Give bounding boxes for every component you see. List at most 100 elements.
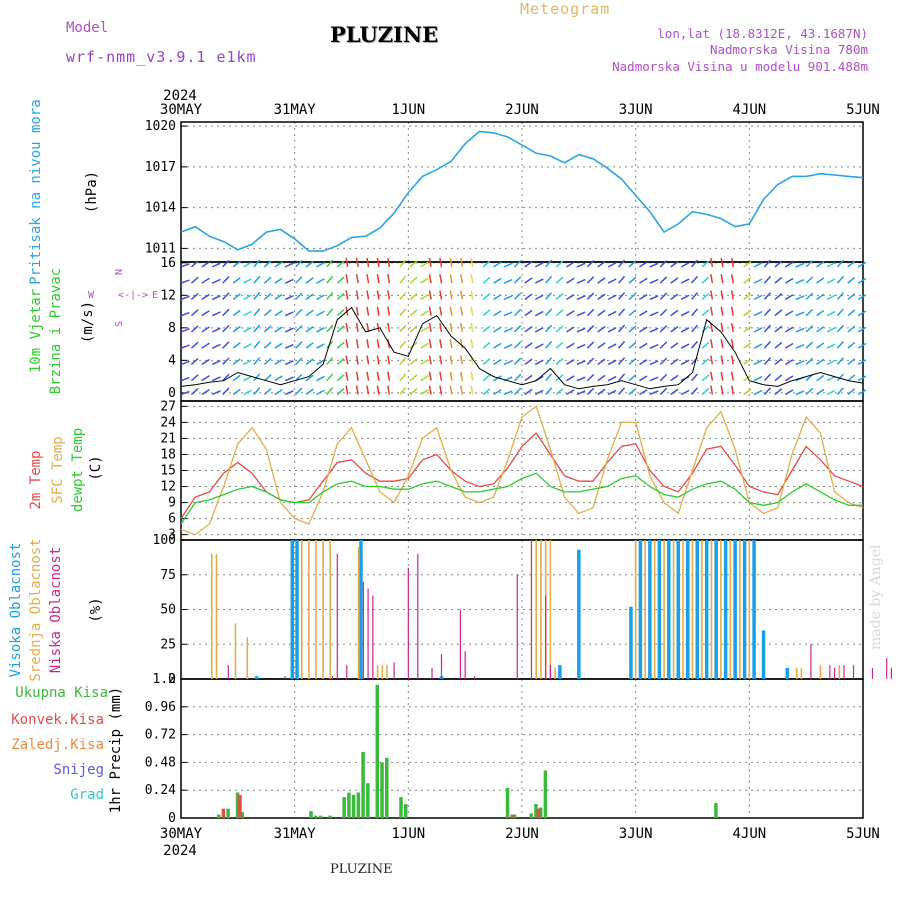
wind-arrow <box>201 388 210 396</box>
wind-arrow <box>460 274 464 284</box>
wind-arrow <box>232 374 241 382</box>
wind-arrow <box>680 343 690 349</box>
wind-arrow <box>190 309 199 317</box>
wind-arrow <box>586 387 595 396</box>
wind-arrow <box>628 293 637 300</box>
wind-arrow <box>428 290 432 300</box>
wind-arrow <box>460 322 464 333</box>
wind-arrow <box>805 308 814 317</box>
wind-arrow <box>618 259 626 268</box>
wind-arrow <box>607 375 617 382</box>
wind-arrow <box>355 274 359 284</box>
wind-arrow <box>639 342 648 349</box>
wind-arrow <box>545 259 553 268</box>
cloud-bar <box>554 667 556 679</box>
wind-arrow <box>857 342 867 349</box>
day-label-bottom: 31MAY <box>274 826 317 842</box>
precip-legend-item: Konvek.Kisa <box>11 712 104 728</box>
wind-arrow <box>618 387 626 395</box>
wind-arrow <box>847 260 856 268</box>
panel-frame <box>180 121 864 263</box>
cloud-bar <box>710 540 713 679</box>
wind-arrow <box>409 374 418 382</box>
cloud-bar <box>629 606 633 679</box>
wind-arrow <box>618 275 626 284</box>
wind-arrow <box>180 328 190 333</box>
wind-arrow <box>720 274 724 284</box>
y-tick-label: 1020 <box>145 119 176 134</box>
wind-arrow <box>774 358 783 365</box>
wind-arrow <box>597 260 606 268</box>
wind-arrow <box>659 276 668 284</box>
wind-arrow <box>670 309 679 317</box>
precip-bar <box>529 813 533 818</box>
day-label-top: 5JUN <box>846 102 880 118</box>
wind-arrow <box>482 357 491 365</box>
wind-arrow <box>534 343 544 349</box>
wind-arrow <box>743 374 752 382</box>
wind-arrow <box>607 294 617 301</box>
cloud-bar <box>474 676 476 679</box>
wind-arrow <box>618 324 626 333</box>
cloud-bar <box>440 653 443 679</box>
cloud-bar <box>701 540 703 679</box>
cloud-bar <box>714 540 718 679</box>
precip-bar <box>351 794 356 818</box>
wind-arrow <box>409 276 418 284</box>
wind-arrow <box>670 277 679 284</box>
day-label-top: 1JUN <box>391 102 425 118</box>
wind-arrow <box>460 290 464 300</box>
wind-arrow <box>366 322 370 333</box>
wind-arrow <box>701 325 710 333</box>
wind-arrow <box>263 276 272 284</box>
year-label-top: 2024 <box>163 88 197 104</box>
wind-arrow <box>366 339 370 349</box>
cloud-bar <box>886 658 888 679</box>
wind-arrow <box>836 357 844 365</box>
wind-arrow <box>805 276 814 284</box>
wind-arrow <box>836 259 844 268</box>
wind-arrow <box>607 327 617 333</box>
wind-arrow <box>470 371 474 381</box>
wind-arrow <box>355 371 359 381</box>
wind-arrow <box>316 375 325 382</box>
wind-arrow <box>376 257 380 268</box>
wind-arrow <box>680 389 690 396</box>
cloud-bar <box>234 623 237 679</box>
wind-arrow <box>345 371 349 381</box>
wind-arrow <box>284 343 294 349</box>
wind-arrow <box>753 262 763 268</box>
cloud-bar <box>723 540 728 679</box>
wind-arrow <box>710 355 714 365</box>
wind-arrow <box>513 276 522 284</box>
wind-arrow <box>503 327 513 333</box>
wind-arrow <box>847 341 856 349</box>
wind-arrow <box>857 294 867 301</box>
wind-arrow <box>607 359 617 366</box>
wind-arrow <box>387 385 391 395</box>
cloud-bar <box>357 546 360 679</box>
wind-arrow <box>263 341 272 349</box>
wind-arrow <box>670 293 679 301</box>
wind-arrow <box>730 306 734 316</box>
wind-arrow <box>345 385 349 395</box>
wind-arrow <box>649 295 659 301</box>
wind-arrow <box>263 309 272 317</box>
wind-arrow <box>449 355 453 365</box>
wind-arrow <box>720 257 724 268</box>
cloud-bar <box>648 540 652 679</box>
wind-arrow <box>566 342 575 349</box>
cloud-bar <box>785 667 789 679</box>
compass-south: S <box>114 321 125 327</box>
y-tick-label: 12 <box>160 480 176 495</box>
wind-arrow <box>274 342 283 349</box>
cloud-bar <box>838 665 841 679</box>
wind-arrow <box>795 311 805 317</box>
cloud-bar <box>644 540 646 679</box>
wind-arrow <box>376 290 380 300</box>
wind-arrow <box>670 388 679 396</box>
cloud-bar <box>246 637 249 679</box>
wind-arrow <box>190 341 199 349</box>
wind-arrow <box>243 343 252 349</box>
wind-arrow <box>439 274 443 284</box>
